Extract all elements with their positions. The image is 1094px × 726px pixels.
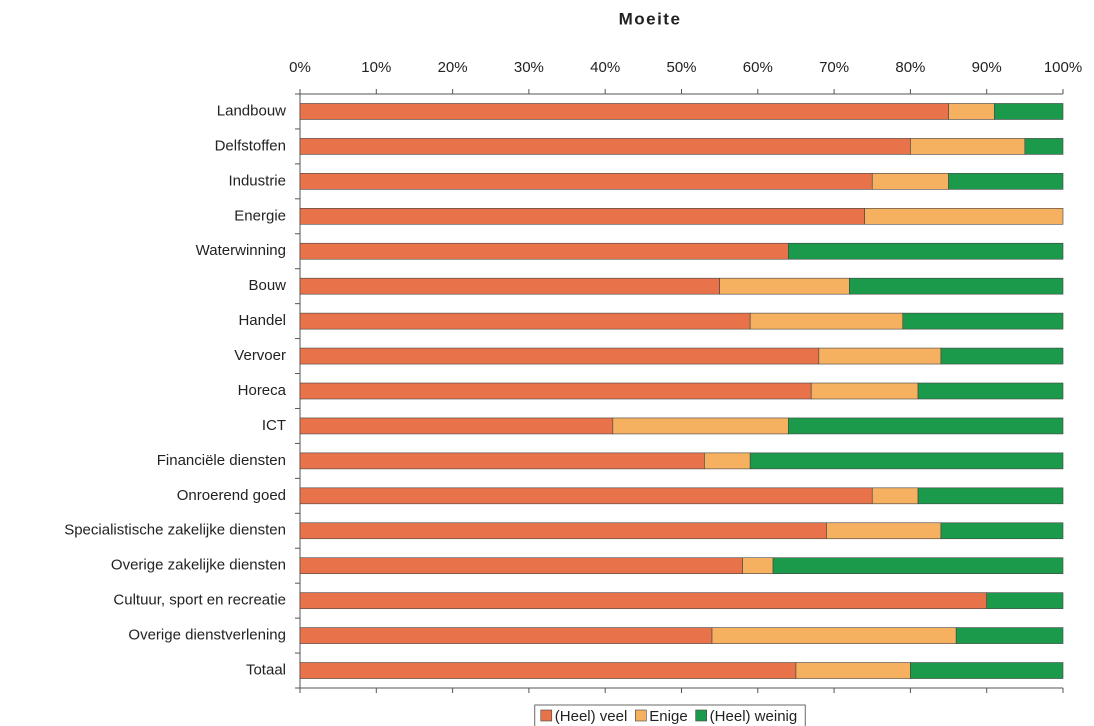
bar-segment [864,207,1064,225]
legend-label: (Heel) veel [555,708,628,725]
bar-segment [902,312,1064,330]
bar-segment [772,557,1064,575]
y-tick-label: Totaal [246,661,286,678]
legend-label: (Heel) weinig [710,708,798,725]
bar-segment [810,382,919,400]
bar-segment [940,522,1064,540]
y-tick-label: Cultuur, sport en recreatie [113,592,286,609]
bar-segment [818,347,942,365]
y-tick-label: Industrie [228,172,286,189]
legend-swatch [695,709,707,722]
bar-segment [299,312,751,330]
bar-segment [299,487,873,505]
x-tick-label: 60% [743,59,773,76]
bar-segment [955,627,1064,644]
x-tick-label: 20% [438,59,468,76]
bar-segment [826,522,942,540]
bar-segment [788,417,1064,435]
bar-segment [940,347,1064,365]
bar-segment [612,417,789,435]
bar-segment [742,557,774,575]
legend-box [534,704,806,726]
bar-segment [299,173,873,190]
bar-segment [871,173,949,190]
bar-segment [299,662,797,679]
y-tick-label: ICT [262,417,286,434]
x-tick-label: 80% [895,59,925,76]
bar-segment [711,627,957,644]
y-tick-label: Delfstoffen [215,137,286,154]
chart-title: Moeite [619,9,682,28]
x-tick-label: 30% [514,59,544,76]
bar-segment [871,487,919,505]
bar-segment [795,662,911,679]
bar-segment [788,242,1064,260]
y-tick-label: Overige zakelijke diensten [111,557,286,574]
bar-segment [299,627,713,644]
y-tick-label: Onroerend goed [177,487,286,504]
bar-segment [299,417,614,435]
bar-segment [299,242,789,260]
bar-segment [948,103,995,120]
y-tick-label: Waterwinning [196,242,286,259]
legend: (Heel) veel Enige (Heel) weinig [534,704,806,726]
bar-segment [948,173,1064,190]
bar-segment [299,138,911,155]
y-tick-label: Bouw [248,277,286,294]
bar-segment [719,277,850,295]
legend-label: Enige [649,708,687,725]
y-tick-label: Energie [234,207,286,224]
x-tick-label: 0% [289,59,311,76]
x-tick-label: 100% [1044,59,1082,76]
y-tick-label: Specialistische zakelijke diensten [64,522,286,539]
bar-segment [299,557,743,575]
x-tick-label: 10% [361,59,391,76]
x-tick-label: 90% [972,59,1002,76]
x-tick-label: 70% [819,59,849,76]
bar-segment [749,312,904,330]
bar-segment [910,138,1026,155]
y-tick-label: Financiële diensten [157,452,286,469]
bar-segment [910,662,1064,679]
y-tick-label: Vervoer [234,347,286,364]
bar-segment [299,592,988,609]
bar-segment [299,207,865,225]
y-tick-label: Handel [238,312,286,329]
bar-segment [917,382,1064,400]
bar-segment [917,487,1064,505]
bar-segment [1024,138,1064,155]
bar-segment [299,452,705,470]
bar-segment [704,452,751,470]
bar-segment [299,103,949,120]
bar-segment [986,592,1064,609]
bar-segment [849,277,1064,295]
y-tick-label: Horeca [238,382,287,399]
bar-segment [749,452,1064,470]
legend-swatch [540,709,553,722]
x-tick-label: 50% [666,59,696,76]
bar-segment [299,347,820,365]
legend-swatch [635,709,647,722]
bar-segment [299,382,812,400]
y-tick-label: Overige dienstverlening [128,627,286,644]
bar-segment [299,522,827,540]
x-tick-label: 40% [590,59,620,76]
y-tick-label: Landbouw [217,102,286,119]
bar-segment [299,277,720,295]
bar-segment [994,103,1064,120]
